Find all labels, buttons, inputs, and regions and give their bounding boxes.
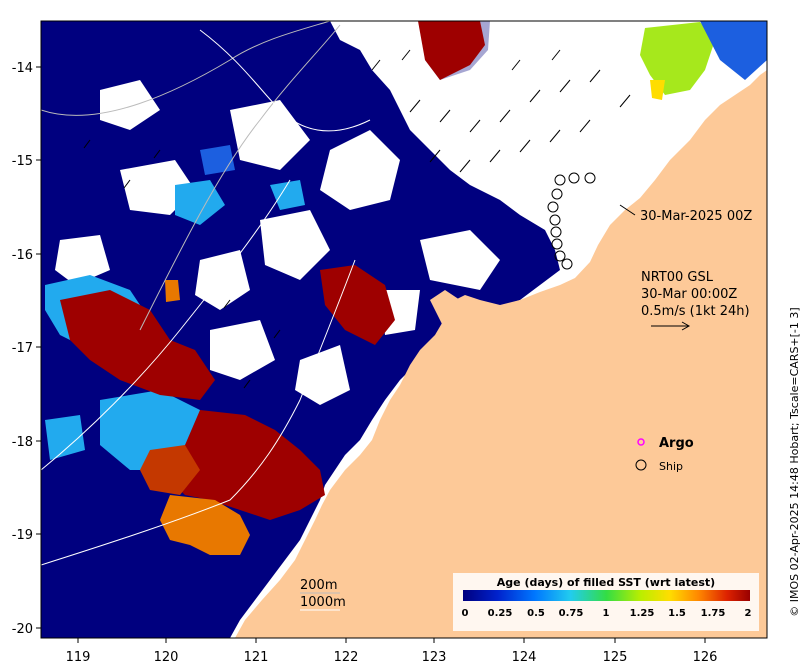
ship-date-pointer (619, 204, 636, 216)
colorbar-tick: 0 (462, 608, 469, 619)
x-tick-label: 124 (512, 650, 537, 665)
scale-label: 0.5m/s (1kt 24h) (641, 304, 750, 319)
colorbar-tick: 0.25 (488, 608, 513, 619)
argo-marker-icon (637, 438, 645, 446)
x-tick-label: 126 (693, 650, 718, 665)
x-tick-label: 122 (334, 650, 359, 665)
y-tick-label: -16 (12, 248, 33, 263)
plot-area (41, 21, 767, 638)
x-tick-label: 120 (154, 650, 179, 665)
x-tick-label: 119 (66, 650, 91, 665)
sst-age-fill (41, 21, 767, 638)
current-vectors (83, 49, 631, 389)
ship-marker-icon (635, 459, 647, 471)
credit-text: © IMOS 02-Apr-2025 14:48 Hobart; Tscale=… (788, 307, 801, 616)
colorbar-tick: 1 (603, 608, 610, 619)
colorbar-tick: 2 (745, 608, 752, 619)
scale-arrow (651, 321, 691, 331)
bathymetry-contours (41, 21, 371, 566)
contour-200-label: 200m (300, 578, 337, 593)
x-tick-label: 121 (244, 650, 269, 665)
contour-1000-label: 1000m (300, 595, 346, 610)
colorbar: Age (days) of filled SST (wrt latest) 0 … (453, 573, 759, 631)
product-time-label: 30-Mar 00:00Z (641, 287, 737, 302)
ship-track (547, 172, 596, 270)
x-tick-label: 123 (422, 650, 447, 665)
y-tick-label: -14 (12, 61, 33, 76)
y-tick-label: -15 (12, 154, 33, 169)
colorbar-tick: 1.5 (668, 608, 686, 619)
y-tick-label: -20 (12, 622, 33, 637)
colorbar-gradient (463, 590, 750, 601)
ship-date-label: 30-Mar-2025 00Z (640, 209, 752, 224)
ship-label: Ship (659, 460, 683, 473)
y-tick-label: -19 (12, 528, 33, 543)
colorbar-tick: 0.5 (527, 608, 545, 619)
x-tick-label: 125 (603, 650, 628, 665)
colorbar-title: Age (days) of filled SST (wrt latest) (497, 576, 715, 589)
colorbar-tick: 1.25 (630, 608, 655, 619)
x-axis: 119 120 121 122 123 124 125 126 (66, 638, 718, 665)
land-mass (235, 21, 767, 638)
colorbar-tick: 1.75 (701, 608, 726, 619)
y-tick-label: -18 (12, 435, 33, 450)
land-peninsula (430, 290, 485, 385)
plot-frame (40, 20, 768, 639)
product-label: NRT00 GSL (641, 270, 714, 285)
argo-label: Argo (659, 436, 694, 451)
colorbar-tick: 0.75 (559, 608, 584, 619)
y-axis: -14 -15 -16 -17 -18 -19 -20 (12, 61, 41, 637)
y-tick-label: -17 (12, 341, 33, 356)
